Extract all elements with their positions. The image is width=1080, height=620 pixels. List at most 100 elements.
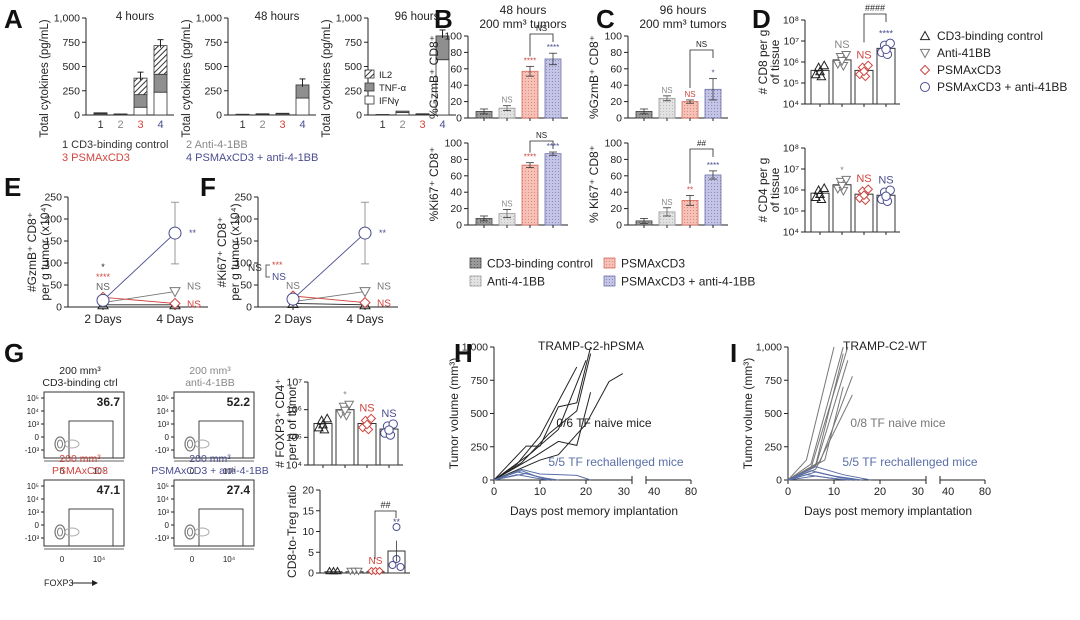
panel-a-legend-label: TNF-α [379, 83, 407, 94]
panel-d-ylabel: of tissue [768, 39, 782, 84]
panel-d-data-point [810, 191, 821, 202]
panel-a-legend-label: IFNγ [379, 96, 399, 107]
panel-b-significance: **** [547, 43, 559, 52]
panel-f-y-tick-label: 0 [246, 302, 252, 314]
panel-a-xtick-label: 1 [239, 119, 245, 131]
panel-g-gate [68, 508, 114, 547]
panel-a-bar-tnf [133, 94, 148, 108]
panel-i-y-tick-label: 500 [764, 408, 782, 420]
panel-g-treg-data-point [317, 419, 329, 429]
panel-b-y-tick-label: 80 [450, 154, 462, 166]
panel-d-significance: * [840, 165, 844, 175]
panel-d-legend-marker [919, 64, 931, 76]
panel-f-data-point [358, 226, 372, 240]
panel-a-title: 48 hours [255, 11, 300, 23]
panel-a-y-tick-label: 500 [62, 61, 80, 73]
panel-i-xtick-label: 20 [874, 486, 886, 498]
panel-g-ratio-data-point [354, 567, 363, 576]
panel-g-treg-data-point [344, 400, 355, 410]
panel-g-ratio-significance: NS [369, 556, 383, 567]
panel-b-y-tick-label: 60 [450, 63, 462, 75]
panel-c-y-tick-label: 60 [610, 170, 622, 182]
panel-g-contour [184, 436, 196, 452]
panel-c-significance: NS [684, 90, 695, 99]
panel-e-y-tick-label: 0 [56, 302, 62, 314]
panel-e-y-tick-label: 100 [44, 258, 62, 270]
panel-f-series-line [292, 303, 366, 306]
panel-d-data-point [860, 71, 871, 82]
panel-g-treg-bar [313, 423, 333, 466]
panel-f-significance: NS [286, 281, 300, 292]
panel-g-flow-ytick-label: 0 [35, 521, 40, 530]
panel-g-gate-percentage: 47.1 [97, 483, 121, 497]
panel-i-ylabel: Tumor volume (mm³) [741, 358, 755, 470]
panel-a-xtick-label: 3 [279, 119, 285, 131]
panel-e-data-point [168, 226, 182, 240]
panel-g-treg-significance: * [343, 390, 347, 400]
panel-label-b: B [434, 4, 453, 34]
panel-b-y-tick-label: 40 [450, 80, 462, 92]
panel-f-significance: NS [377, 299, 391, 310]
panel-f-significance: *** [272, 260, 283, 270]
panel-e-significance: ** [189, 228, 197, 238]
panel-f-y-tick-label: 100 [234, 258, 252, 270]
panel-c-y-tick-label: 60 [610, 63, 622, 75]
panel-c-y-tick-label: 0 [616, 113, 622, 125]
panel-d-significance: NS [834, 39, 849, 51]
panel-g-treg-y-tick-label: 10⁷ [287, 377, 303, 389]
panel-f-data-point [286, 292, 300, 306]
panel-g-contour [187, 527, 193, 537]
panel-b-ylabel: %GzmB⁺ CD8⁺ [427, 35, 441, 119]
panel-label-f: F [200, 172, 216, 202]
panel-h-y-tick-label: 0 [482, 475, 488, 487]
panel-g-contour [194, 439, 210, 449]
panel-a-group-legend-4: 4 PSMAxCD3 + anti-4-1BB [186, 152, 318, 164]
panel-g-flow-title: anti-4-1BB [185, 377, 235, 389]
panel-f-ylabel: #Ki67⁺ CD8⁺ [215, 217, 229, 288]
panel-c-y-tick-label: 80 [610, 154, 622, 166]
panel-c-bar [681, 101, 699, 119]
panel-d-data-point [841, 175, 852, 185]
panel-f-data-point [359, 287, 371, 298]
panel-b-bar [544, 153, 562, 226]
panel-d-significance: NS [856, 49, 871, 61]
panel-g-treg-data-point [313, 422, 324, 432]
panel-f-data-point [359, 296, 371, 309]
panel-d-y-tick-label: 10⁶ [783, 185, 799, 197]
panel-a-y-tick-label: 1,000 [336, 13, 362, 25]
panel-a-ylabel: Total cytokines (pg/mL) [321, 19, 333, 137]
panel-b-bracket [529, 140, 554, 153]
panel-g-flow-ytick-label: 10⁵ [157, 482, 169, 491]
panel-h-rechallenge-line [493, 468, 591, 481]
panel-h-rechallenge-annotation: 5/5 TF rechallenged mice [548, 455, 684, 469]
panel-e-y-tick-label: 50 [50, 280, 62, 292]
panel-g-treg-significance: NS [381, 408, 396, 420]
panel-e-ylabel: #GzmB⁺ CD8⁺ [25, 212, 39, 292]
panel-d-data-point [814, 66, 826, 76]
panel-h-naive-line [493, 373, 624, 481]
panel-e-data-point [96, 293, 110, 307]
panel-f-series-line [292, 295, 366, 304]
panel-g-flow-xtick-label: 0 [60, 555, 65, 564]
panel-h-xtick-label: 40 [648, 486, 660, 498]
panel-g-flow-xtick-label: 10⁴ [223, 555, 236, 564]
panel-g-flow-xtick-label: 0 [60, 467, 65, 476]
panel-e-data-point [169, 287, 181, 298]
panel-d-significance: NS [856, 173, 871, 185]
panel-a-ylabel: Total cytokines (pg/mL) [181, 19, 193, 137]
panel-i-naive-line [787, 360, 849, 481]
panel-b-bar [521, 70, 539, 119]
panel-d-data-point [863, 184, 874, 195]
panel-a-xtick-label: 3 [419, 119, 425, 131]
panel-h-xtick-label: 30 [618, 486, 630, 498]
panel-h-xtick-label: 20 [580, 486, 592, 498]
panel-c-y-tick-label: 100 [604, 138, 622, 150]
panel-c-bracket-label: ## [697, 139, 706, 148]
panel-g-ratio-y-tick-label: 5 [308, 547, 314, 559]
panel-a-bar-tnf [275, 112, 290, 115]
panel-a-y-tick-label: 1,000 [196, 13, 222, 25]
panel-c-significance: ** [687, 185, 693, 194]
panel-a-bar-il2 [153, 45, 168, 75]
panel-g-contour [194, 527, 210, 537]
panel-a-title: 4 hours [116, 11, 155, 23]
